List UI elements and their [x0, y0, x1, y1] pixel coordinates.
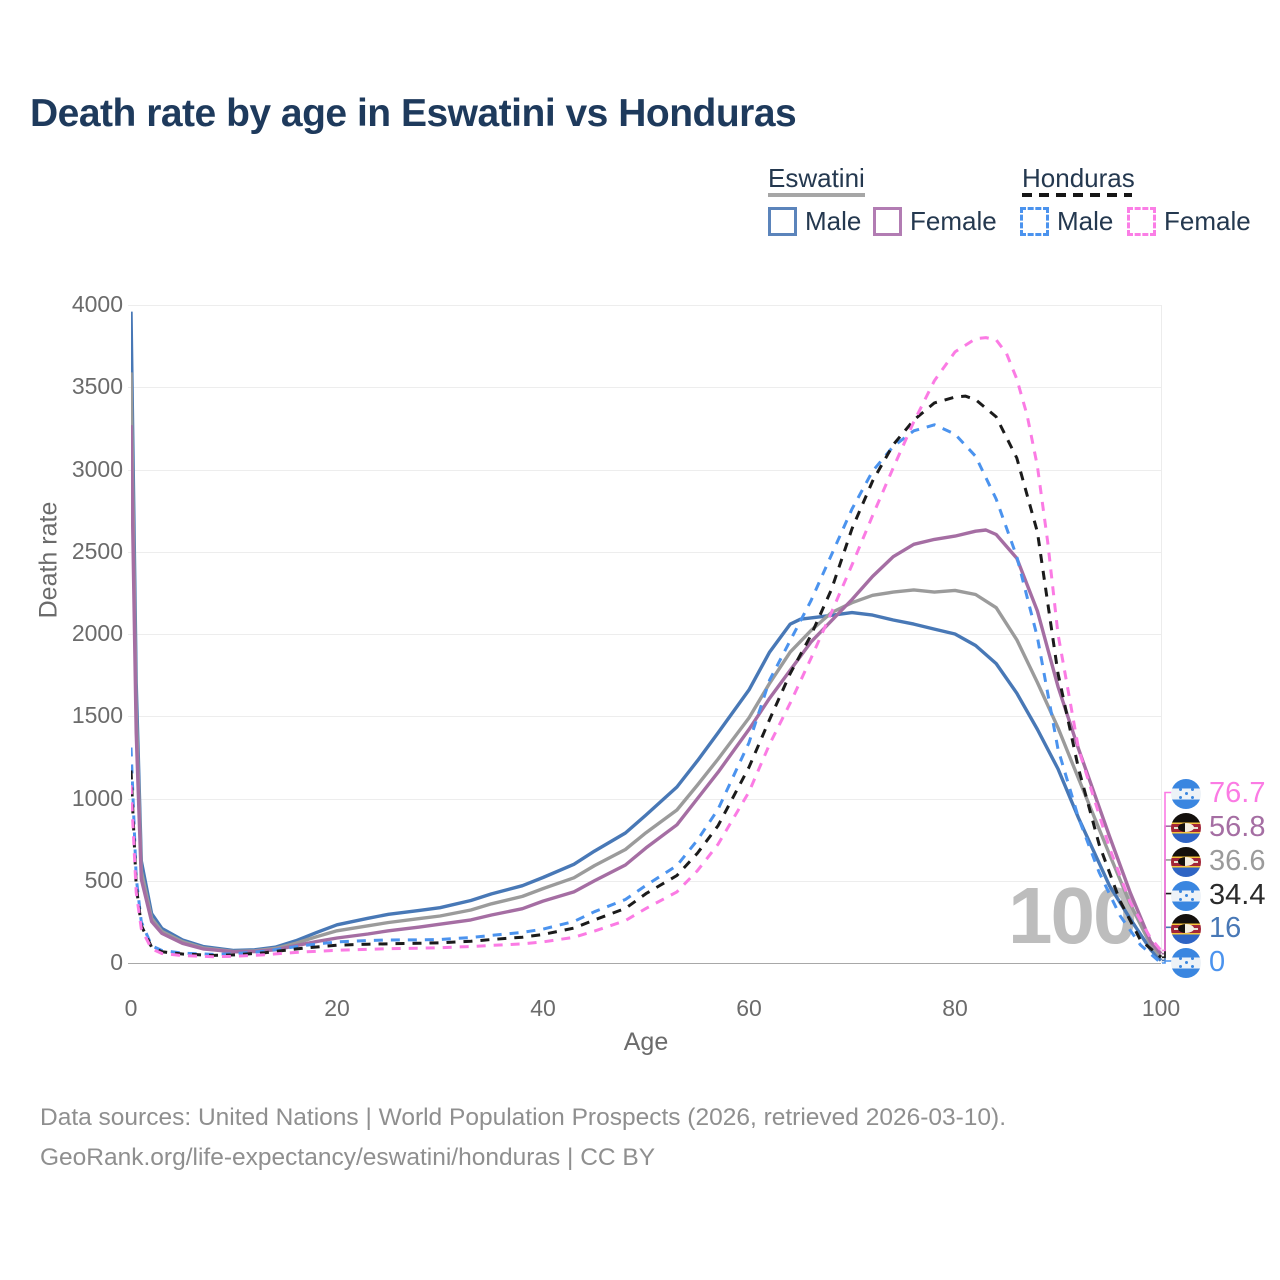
- annotation-eswatini-both: 36.6: [1171, 845, 1265, 878]
- legend-item-honduras-female[interactable]: Female: [1127, 206, 1251, 237]
- y-tick-label: 1000: [71, 784, 123, 811]
- death-rate-line-chart[interactable]: [131, 290, 1181, 966]
- annotation-value: 34.4: [1209, 879, 1266, 911]
- annotation-honduras-female: 76.7: [1171, 777, 1265, 810]
- annotation-value: 16: [1209, 912, 1242, 944]
- series-line-eswatini-both[interactable]: [131, 372, 1163, 959]
- legend-group-eswatini[interactable]: Eswatini: [768, 163, 865, 193]
- gridline-y-4000: [128, 305, 1161, 306]
- x-tick-label: 60: [736, 995, 762, 1021]
- annotation-value: 56.8: [1209, 811, 1266, 843]
- annotation-eswatini-male: 16: [1171, 912, 1241, 945]
- annotation-honduras-both: 34.4: [1171, 879, 1265, 912]
- gridline-y-2500: [128, 551, 1161, 553]
- y-tick-label: 0: [110, 949, 123, 975]
- x-axis-title: Age: [623, 1028, 669, 1056]
- honduras-female-swatch-icon: [1127, 207, 1156, 236]
- legend-item-honduras-male[interactable]: Male: [1020, 206, 1113, 237]
- legend-label: Female: [1164, 206, 1251, 236]
- legend-label: Female: [910, 206, 997, 236]
- x-tick-label: 80: [942, 995, 968, 1021]
- y-tick-label: 3500: [71, 373, 123, 400]
- y-tick-label: 500: [84, 866, 123, 893]
- gridline-y-3500: [128, 387, 1161, 389]
- x-tick-label: 100: [1141, 995, 1181, 1021]
- legend-label: Male: [1057, 206, 1114, 236]
- eswatini-male-swatch-icon: [768, 207, 797, 236]
- x-tick-label: 40: [530, 995, 556, 1021]
- honduras-flag-icon: [1171, 947, 1201, 978]
- eswatini-female-swatch-icon: [873, 207, 902, 236]
- series-line-eswatini-male[interactable]: [131, 311, 1163, 962]
- x-tick-label: 0: [124, 995, 138, 1021]
- annotation-connector-honduras-male: [1162, 960, 1172, 964]
- series-line-honduras-female[interactable]: [131, 336, 1163, 959]
- y-tick-label: 4000: [71, 291, 123, 317]
- series-line-honduras-male[interactable]: [131, 423, 1162, 965]
- annotation-value: 0: [1209, 946, 1226, 978]
- series-line-honduras-both[interactable]: [131, 394, 1162, 959]
- gridline-y-500: [128, 880, 1161, 882]
- data-source-line: Data sources: United Nations | World Pop…: [40, 1104, 1007, 1131]
- attribution-line: GeoRank.org/life-expectancy/eswatini/hon…: [40, 1144, 656, 1171]
- legend-label: Male: [805, 206, 862, 236]
- y-tick-label: 2500: [71, 537, 123, 564]
- honduras-flag-icon: [1171, 778, 1201, 809]
- honduras-male-swatch-icon: [1020, 207, 1049, 236]
- gridline-y-3000: [128, 469, 1161, 471]
- series-line-eswatini-female[interactable]: [131, 425, 1163, 955]
- legend-item-eswatini-male[interactable]: Male: [768, 206, 861, 237]
- eswatini-flag-icon: [1171, 913, 1201, 944]
- x-tick-label: 20: [324, 995, 350, 1021]
- eswatini-flag-icon: [1171, 846, 1201, 877]
- y-tick-label: 3000: [71, 455, 123, 482]
- chart-title: Death rate by age in Eswatini vs Hondura…: [30, 92, 797, 135]
- gridline-y-1500: [128, 716, 1161, 718]
- legend-group-honduras[interactable]: Honduras: [1022, 163, 1135, 193]
- legend-item-eswatini-female[interactable]: Female: [873, 206, 997, 237]
- y-tick-label: 2000: [71, 620, 123, 646]
- legend-honduras-line-sample: [1022, 193, 1132, 197]
- annotation-value: 76.7: [1209, 777, 1266, 809]
- gridline-y-1000: [128, 798, 1161, 800]
- plot-right-border: [1161, 305, 1162, 963]
- annotation-connector-honduras-female: [1162, 791, 1172, 952]
- y-tick-label: 1500: [71, 702, 123, 729]
- gridline-y-2000: [128, 634, 1161, 635]
- honduras-flag-icon: [1171, 880, 1201, 911]
- annotation-value: 36.6: [1209, 845, 1266, 877]
- annotation-honduras-male: 0: [1171, 946, 1225, 979]
- eswatini-flag-icon: [1171, 812, 1201, 843]
- legend-eswatini-line-sample: [768, 193, 865, 197]
- gridline-y-0: [128, 963, 1161, 964]
- annotation-eswatini-female: 56.8: [1171, 811, 1265, 844]
